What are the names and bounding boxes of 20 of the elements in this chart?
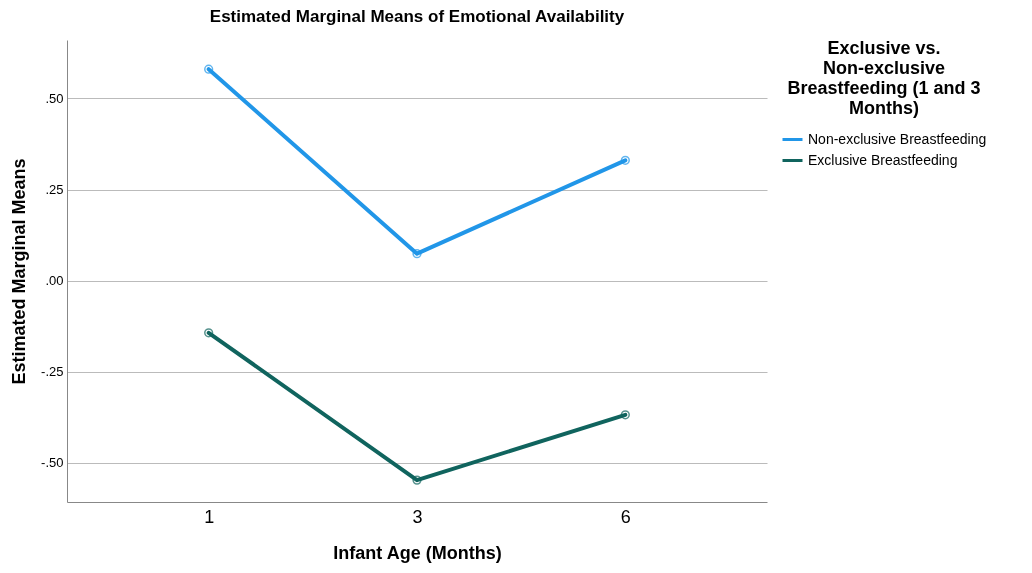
y-tick-label: .50	[45, 90, 64, 106]
point	[204, 64, 214, 74]
point	[412, 249, 422, 259]
x-tick-label: 1	[204, 506, 215, 527]
point	[620, 410, 630, 420]
x-tick-label: 3	[412, 506, 423, 527]
chart-title: Estimated Marginal Means of Emotional Availability	[209, 7, 625, 26]
y-tick-label: -.50	[41, 455, 64, 471]
x-axis-title: Infant Age (Months)	[333, 542, 502, 563]
y-axis-title: Estimated Marginal Means	[9, 158, 30, 385]
y-tick-label: -.25	[41, 364, 64, 380]
point	[204, 328, 214, 338]
y-tick-label: .00	[45, 273, 64, 289]
legend-label: Exclusive Breastfeeding	[808, 151, 958, 168]
x-tick-label: 6	[620, 506, 631, 527]
point	[620, 155, 630, 165]
point	[412, 475, 422, 485]
legend-label: Non-exclusive Breastfeeding	[808, 130, 987, 147]
y-tick-label: .25	[45, 182, 64, 197]
legend-title: Exclusive vs. Non-exclusive Breastfeeding (1 and 3 Months)	[787, 38, 981, 118]
